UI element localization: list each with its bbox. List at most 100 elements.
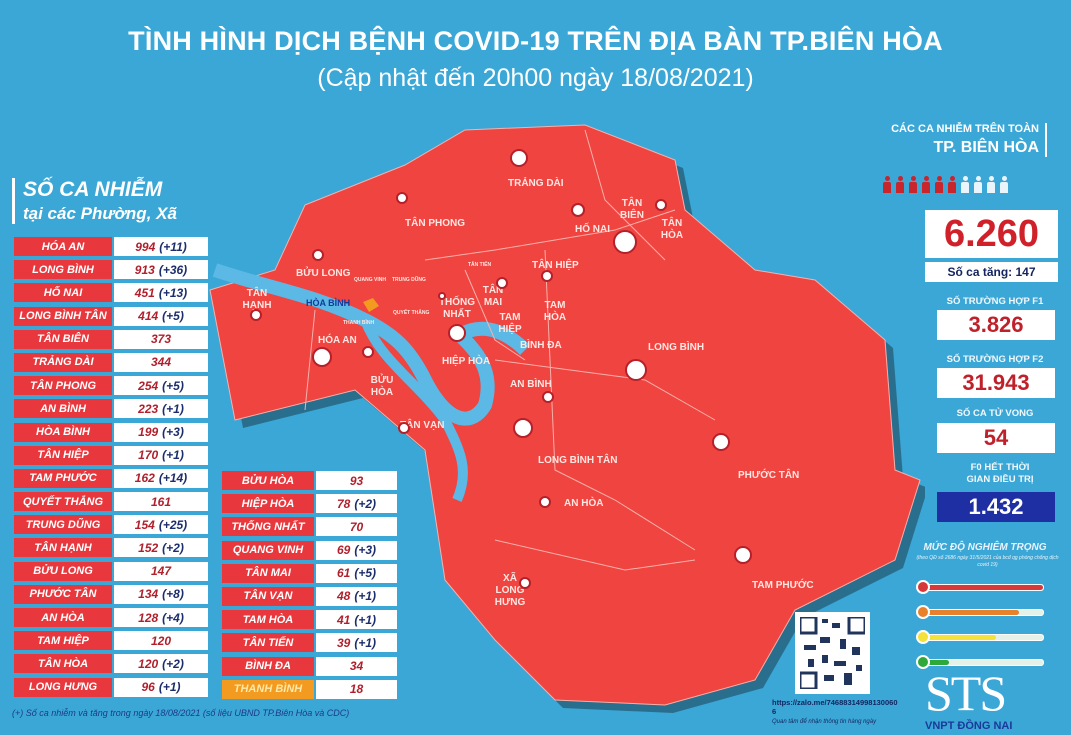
table-row: THỐNG NHẤT 70 — [222, 517, 397, 537]
virus-marker-icon — [312, 249, 324, 261]
ward-name: HÒA BÌNH — [14, 422, 112, 442]
table-row: HIỆP HÒA 78 (+2) — [222, 494, 397, 514]
ward-cases: 147 — [114, 561, 208, 581]
virus-marker-icon — [438, 292, 446, 300]
case-count: 93 — [349, 473, 364, 488]
ward-name: TAM PHƯỚC — [14, 468, 112, 488]
case-count: 134 — [138, 587, 159, 602]
severity-dot-icon — [916, 605, 930, 619]
ward-name: BỬU HÒA — [222, 471, 314, 490]
map-label-tan-mai: TÂN MAI — [482, 285, 504, 308]
ward-name: HÓA AN — [14, 237, 112, 256]
case-increase: (+3) — [354, 543, 377, 558]
case-increase: (+2) — [354, 496, 377, 511]
map-label-ho-nai: HỐ NAI — [575, 224, 610, 235]
table-row: TÂN MAI 61 (+5) — [222, 563, 397, 583]
case-increase: (+3) — [162, 425, 184, 439]
ward-cases: 451 (+13) — [114, 283, 208, 303]
case-increase: (+1) — [354, 635, 377, 650]
ward-cases: 994 (+11) — [114, 237, 208, 256]
ward-name: HỐ NAI — [14, 283, 112, 303]
ward-name: PHƯỚC TÂN — [14, 584, 112, 604]
ward-table-col2: BỬU HÒA 93 HIỆP HÒA 78 (+2) THỐNG NHẤT 70 QUANG… — [222, 471, 397, 703]
map-label-tan-phong: TÂN PHONG — [405, 218, 465, 229]
virus-marker-icon — [398, 422, 410, 434]
map-label-hoa-an: HÓA AN — [318, 335, 357, 346]
severity-level — [916, 630, 1046, 644]
ward-borders — [304, 129, 716, 571]
ward-cases: 913 (+36) — [114, 260, 208, 280]
ward-name: HIỆP HÒA — [222, 494, 314, 514]
map-label-an-hoa: AN HÒA — [564, 498, 604, 509]
map-label-trang-dai: TRẢNG DÀI — [508, 178, 564, 189]
case-count: 18 — [349, 682, 364, 697]
table-row: PHƯỚC TÂN 134 (+8) — [14, 584, 208, 604]
case-increase: (+2) — [162, 656, 184, 671]
person-icon — [986, 176, 996, 193]
case-count: 199 — [138, 425, 159, 439]
table-row: LONG BÌNH 913 (+36) — [14, 260, 208, 280]
severity-fill — [925, 635, 996, 640]
severity-level — [916, 580, 1046, 594]
table-row: BÌNH ĐA 34 — [222, 656, 397, 676]
map-label-tam-hoa: TAM HÒA — [543, 300, 567, 323]
ward-name: LONG HƯNG — [14, 677, 112, 697]
qr-code[interactable] — [795, 612, 870, 694]
ward-cases: 161 — [114, 492, 208, 512]
ward-cases: 48 (+1) — [316, 586, 397, 606]
table-row: TAM HIỆP 120 — [14, 631, 208, 651]
map-label-tan-bien: TÂN BIÊN — [620, 198, 644, 221]
virus-marker-icon — [496, 277, 508, 289]
case-increase: (+1) — [162, 401, 184, 416]
case-count: 120 — [150, 633, 172, 648]
map-label-thanh-binh: THANH BÌNH — [343, 320, 375, 326]
ward-cases: 254 (+5) — [114, 376, 208, 396]
table-row: TÂN PHONG 254 (+5) — [14, 376, 208, 396]
ward-cases: 96 (+1) — [114, 677, 208, 697]
table-row: LONG HƯNG 96 (+1) — [14, 677, 208, 697]
ward-cases: 134 (+8) — [114, 584, 208, 604]
map-label-an-binh: AN BÌNH — [510, 379, 552, 390]
person-icon — [973, 176, 983, 193]
ward-name: TÂN MAI — [222, 563, 314, 583]
map-label-tan-van: TÂN VẠN — [400, 420, 445, 431]
case-count: 994 — [135, 239, 156, 254]
map-label-binh-da: BÌNH ĐA — [520, 340, 562, 351]
case-count: 344 — [150, 355, 172, 370]
case-increase: (+1) — [354, 589, 377, 604]
ward-name: TAM HÒA — [222, 610, 314, 630]
ward-cases: 41 (+1) — [316, 610, 397, 630]
table-row: TAM HÒA 41 (+1) — [222, 610, 397, 630]
table-row: TRẢNG DÀI 344 — [14, 352, 208, 372]
severity-track — [924, 634, 1044, 641]
virus-marker-icon — [519, 577, 531, 589]
table-row: TÂN VẠN 48 (+1) — [222, 586, 397, 606]
case-increase: (+1) — [354, 612, 377, 627]
table-row: TÂN BIÊN 373 — [14, 329, 208, 349]
ward-table-col1: HÓA AN 994 (+11) LONG BÌNH 913 (+36) HỐ NAI 451… — [14, 237, 208, 701]
map-label-tan-hiep: TÂN HIỆP — [532, 260, 579, 271]
ward-cases: 18 — [316, 679, 397, 699]
qr-pattern — [798, 615, 867, 691]
f1-label: SỐ TRƯỜNG HỢP F1 — [946, 296, 1044, 307]
virus-marker-icon — [655, 199, 667, 211]
ward-name: TRẢNG DÀI — [14, 352, 112, 372]
map-label-hiep-hoa: HIỆP HÒA — [442, 356, 491, 367]
severity-note: (theo QĐ số 2686 ngày 31/5/2021 của bcđ … — [916, 555, 1059, 568]
table-row: AN BÌNH 223 (+1) — [14, 399, 208, 419]
qr-url[interactable]: https://zalo.me/746883149981300606 — [772, 698, 898, 716]
case-increase: (+1) — [162, 448, 184, 463]
severity-dot-icon — [916, 655, 930, 669]
map-river-south — [360, 318, 468, 502]
table-row: AN HÒA 128 (+4) — [14, 608, 208, 627]
case-count: 154 — [134, 517, 155, 532]
case-increase: (+11) — [159, 239, 187, 254]
case-count: 78 — [336, 496, 351, 511]
ward-table-subtitle: tại các Phường, Xã — [23, 204, 177, 223]
virus-marker-icon — [625, 359, 647, 381]
deaths-value: 54 — [937, 423, 1055, 453]
map-label-tam-hiep: TAM HIỆP — [498, 312, 522, 335]
map-label-trung-dung: TRUNG DŨNG — [392, 277, 426, 283]
case-count: 120 — [138, 656, 159, 671]
case-count: 34 — [349, 659, 364, 673]
